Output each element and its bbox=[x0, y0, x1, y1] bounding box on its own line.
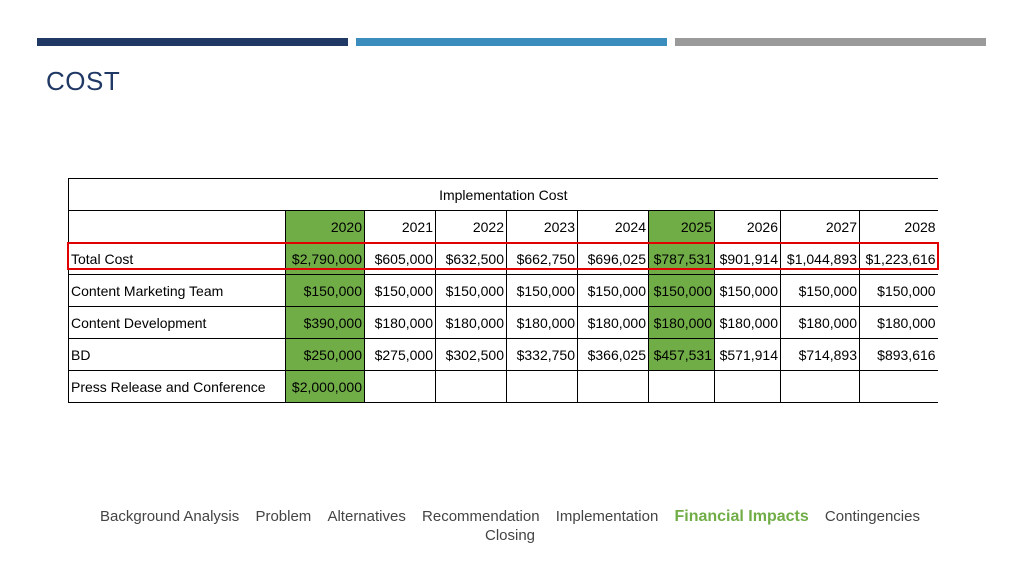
table-cell: $457,531 bbox=[648, 338, 715, 371]
table-row-content-marketing: Content Marketing Team $150,000 $150,000… bbox=[68, 274, 938, 307]
slide-title: COST bbox=[46, 66, 121, 96]
table-cell: $180,000 bbox=[780, 306, 860, 339]
year-header: 2023 bbox=[506, 210, 578, 243]
table-cell: $150,000 bbox=[435, 274, 507, 307]
table-cell: $787,531 bbox=[648, 242, 715, 275]
table-cell: $150,000 bbox=[780, 274, 860, 307]
table-cell: $605,000 bbox=[364, 242, 436, 275]
table-cell: $150,000 bbox=[858, 274, 938, 307]
nav-recommendation[interactable]: Recommendation bbox=[422, 508, 540, 525]
row-label: Content Marketing Team bbox=[68, 274, 286, 307]
nav-contingencies[interactable]: Contingencies bbox=[824, 508, 920, 525]
table-cell bbox=[435, 370, 507, 403]
table-cell bbox=[506, 370, 578, 403]
table-cell: $150,000 bbox=[285, 274, 365, 307]
table-cell bbox=[714, 370, 781, 403]
nav-closing[interactable]: Closing bbox=[484, 527, 536, 544]
row-label: Press Release and Conference bbox=[68, 370, 286, 403]
section-nav: Background Analysis Problem Alternatives… bbox=[60, 507, 960, 545]
table-header-row: 2020 2021 2022 2023 2024 2025 2026 2027 … bbox=[68, 210, 938, 243]
table-cell: $332,750 bbox=[506, 338, 578, 371]
row-label: BD bbox=[68, 338, 286, 371]
table-cell: $662,750 bbox=[506, 242, 578, 275]
table-cell: $2,790,000 bbox=[285, 242, 365, 275]
year-header: 2021 bbox=[364, 210, 436, 243]
implementation-cost-table: Implementation Cost 2020 2021 2022 2023 … bbox=[67, 178, 938, 403]
table-cell: $150,000 bbox=[714, 274, 781, 307]
table-cell: $180,000 bbox=[648, 306, 715, 339]
table-cell: $180,000 bbox=[858, 306, 938, 339]
table-cell: $180,000 bbox=[506, 306, 578, 339]
table-cell: $1,223,616 bbox=[858, 242, 938, 275]
table-cell: $150,000 bbox=[648, 274, 715, 307]
table-row-total-cost: Total Cost $2,790,000 $605,000 $632,500 … bbox=[68, 242, 938, 275]
year-header: 2024 bbox=[577, 210, 649, 243]
table-row-press-release: Press Release and Conference $2,000,000 bbox=[68, 370, 938, 403]
table-cell: $302,500 bbox=[435, 338, 507, 371]
row-label: Total Cost bbox=[68, 242, 286, 275]
table-cell: $714,893 bbox=[780, 338, 860, 371]
row-label: Content Development bbox=[68, 306, 286, 339]
year-header: 2022 bbox=[435, 210, 507, 243]
year-header: 2026 bbox=[714, 210, 781, 243]
nav-background-analysis[interactable]: Background Analysis bbox=[100, 508, 240, 525]
table-cell: $1,044,893 bbox=[780, 242, 860, 275]
table-cell: $180,000 bbox=[577, 306, 649, 339]
table-cell: $366,025 bbox=[577, 338, 649, 371]
table-cell bbox=[364, 370, 436, 403]
nav-financial-impacts[interactable]: Financial Impacts bbox=[674, 508, 809, 525]
header-bar-dark bbox=[37, 38, 348, 46]
year-header: 2020 bbox=[285, 210, 365, 243]
header-bar-blue bbox=[356, 38, 667, 46]
table-cell: $893,616 bbox=[858, 338, 938, 371]
year-header: 2027 bbox=[780, 210, 860, 243]
nav-problem[interactable]: Problem bbox=[255, 508, 312, 525]
table-cell bbox=[858, 370, 938, 403]
table-cell: $150,000 bbox=[364, 274, 436, 307]
table-cell: $150,000 bbox=[506, 274, 578, 307]
year-header: 2028 bbox=[858, 210, 938, 243]
table-cell: $696,025 bbox=[577, 242, 649, 275]
table-row-content-development: Content Development $390,000 $180,000 $1… bbox=[68, 306, 938, 339]
table-cell: $632,500 bbox=[435, 242, 507, 275]
year-header: 2025 bbox=[648, 210, 715, 243]
table-cell: $180,000 bbox=[714, 306, 781, 339]
table-cell: $901,914 bbox=[714, 242, 781, 275]
table-cell: $2,000,000 bbox=[285, 370, 365, 403]
table-corner-cell bbox=[68, 210, 286, 243]
table-cell bbox=[577, 370, 649, 403]
table-cell: $571,914 bbox=[714, 338, 781, 371]
table-cell: $180,000 bbox=[364, 306, 436, 339]
table-caption: Implementation Cost bbox=[67, 178, 938, 211]
table-cell: $150,000 bbox=[577, 274, 649, 307]
table-cell: $275,000 bbox=[364, 338, 436, 371]
table-row-bd: BD $250,000 $275,000 $302,500 $332,750 $… bbox=[68, 338, 938, 371]
table-cell bbox=[648, 370, 715, 403]
nav-alternatives[interactable]: Alternatives bbox=[327, 508, 406, 525]
table-cell bbox=[780, 370, 860, 403]
table-cell: $250,000 bbox=[285, 338, 365, 371]
table-cell: $390,000 bbox=[285, 306, 365, 339]
header-bar-gray bbox=[675, 38, 986, 46]
table-cell: $180,000 bbox=[435, 306, 507, 339]
nav-implementation[interactable]: Implementation bbox=[555, 508, 659, 525]
